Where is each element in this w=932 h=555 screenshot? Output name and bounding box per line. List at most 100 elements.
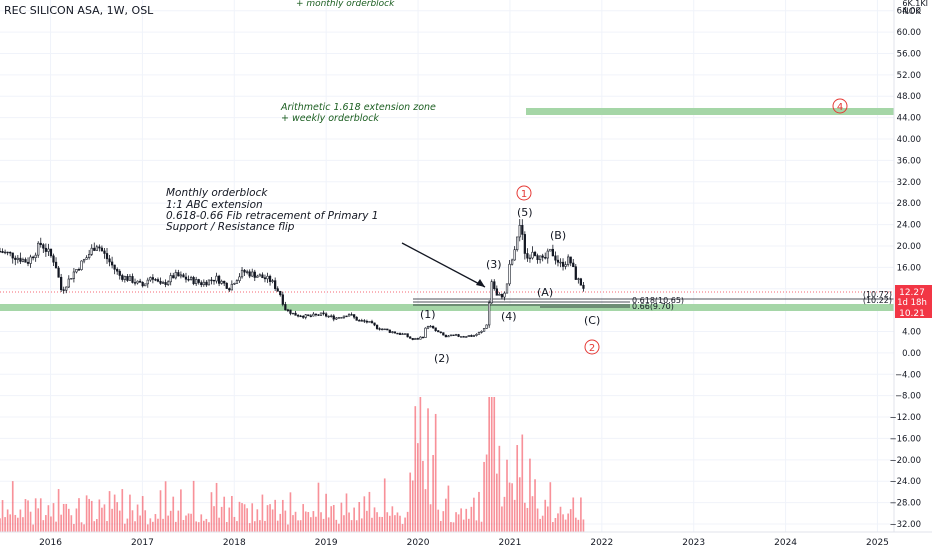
volume-bar: [335, 519, 338, 532]
candle-body: [215, 275, 218, 282]
y-tick-label: −20.00: [890, 456, 921, 466]
y-tick-label: 36.00: [897, 156, 921, 166]
volume-bar: [557, 513, 559, 532]
volume-bar: [445, 498, 447, 532]
time-axis[interactable]: 2016 2017 2018 2019 2020 2021 2022 2023 2024 2025: [39, 538, 889, 548]
volume-bar: [34, 498, 37, 532]
candle-body: [449, 334, 453, 337]
candle-body: [350, 314, 353, 316]
candle-body: [187, 278, 190, 281]
candle-body: [195, 279, 198, 284]
volume-bar: [182, 519, 185, 532]
volume-bar: [195, 521, 198, 532]
grid: [0, 0, 894, 532]
candle-body: [136, 280, 139, 284]
candle-body: [429, 325, 432, 328]
candle-body: [184, 276, 188, 280]
x-tick-label: 2017: [131, 538, 154, 548]
volume-bar: [205, 518, 208, 532]
candle-body: [60, 276, 63, 291]
candle-body: [116, 268, 119, 272]
volume-bar: [488, 397, 490, 532]
volume-bar: [315, 516, 317, 532]
candle-body: [391, 331, 394, 333]
volume-bar: [144, 510, 147, 532]
volume-bar: [88, 498, 90, 532]
annotation-monthly-2: 1:1 ABC extension: [166, 199, 263, 211]
candle-body: [403, 333, 407, 335]
candle-body: [495, 288, 498, 296]
candle-body: [314, 313, 318, 316]
y-tick-label: −32.00: [890, 520, 921, 530]
candle-body: [67, 278, 70, 288]
candle-body: [192, 277, 195, 284]
candle-body: [151, 277, 154, 280]
volume-bar: [554, 518, 557, 532]
candle-body: [223, 280, 226, 284]
volume-bar: [200, 514, 203, 532]
volume-bar: [406, 511, 409, 532]
candle-body: [452, 334, 455, 337]
volume-bar: [465, 508, 468, 532]
candle-body: [100, 247, 104, 252]
candle-body: [3, 251, 7, 254]
candle-body: [353, 314, 356, 318]
candle-body: [426, 325, 430, 329]
candle-body: [289, 309, 292, 314]
volume-bar: [4, 517, 6, 532]
volume-bar: [330, 506, 333, 532]
volume-bar: [427, 408, 429, 532]
volume-bar: [534, 479, 536, 532]
candle-body: [233, 283, 236, 285]
wave-label-A: (A): [537, 286, 553, 299]
volume-bar: [350, 520, 353, 532]
volume-bar: [17, 517, 19, 532]
candle-body: [521, 225, 524, 235]
candle-body: [513, 249, 516, 261]
volume-bar: [73, 523, 75, 532]
volume-bar: [422, 460, 424, 532]
candle-body: [375, 324, 379, 329]
volume-bar: [475, 520, 478, 532]
candle-body: [480, 331, 483, 333]
volume-bar: [343, 515, 345, 532]
candle-body: [169, 275, 172, 283]
volume-bar: [136, 504, 139, 532]
volume-bar: [251, 503, 254, 532]
volume-bar: [271, 509, 274, 532]
candle-body: [454, 334, 458, 336]
volume-bar: [218, 517, 220, 532]
candle-body: [309, 315, 312, 317]
candle-body: [251, 271, 254, 277]
candle-body: [579, 278, 583, 286]
y-tick-label: 4.00: [902, 327, 921, 337]
volume-bar: [220, 506, 223, 532]
candle-body: [16, 257, 19, 260]
candle-body: [174, 272, 177, 279]
volume-bar: [78, 498, 80, 532]
volume-bar: [67, 508, 70, 532]
price-axis[interactable]: 64.00 60.00 56.00 52.00 48.00 44.00 40.00 36.00…: [890, 7, 921, 530]
volume-bar: [569, 509, 572, 532]
volume-bar: [279, 513, 282, 532]
candle-body: [207, 279, 211, 286]
y-tick-label: 20.00: [897, 242, 921, 252]
volume-bar: [45, 515, 47, 532]
volume-bar: [429, 504, 432, 532]
candle-body: [131, 276, 134, 283]
volume-bar: [424, 489, 427, 532]
volume-bar: [281, 499, 284, 532]
volume-bar: [503, 496, 506, 532]
volume-bar: [210, 492, 213, 532]
last-price-value: 12.27: [899, 288, 925, 298]
candle-body: [447, 335, 450, 338]
candle-body: [139, 280, 142, 283]
candle-body: [182, 274, 185, 278]
candle-body: [39, 242, 42, 245]
volume-bar: [577, 519, 580, 532]
candle-body: [118, 270, 121, 276]
candle-body: [95, 246, 98, 251]
candle-body: [113, 264, 116, 270]
candle-body: [490, 281, 493, 304]
